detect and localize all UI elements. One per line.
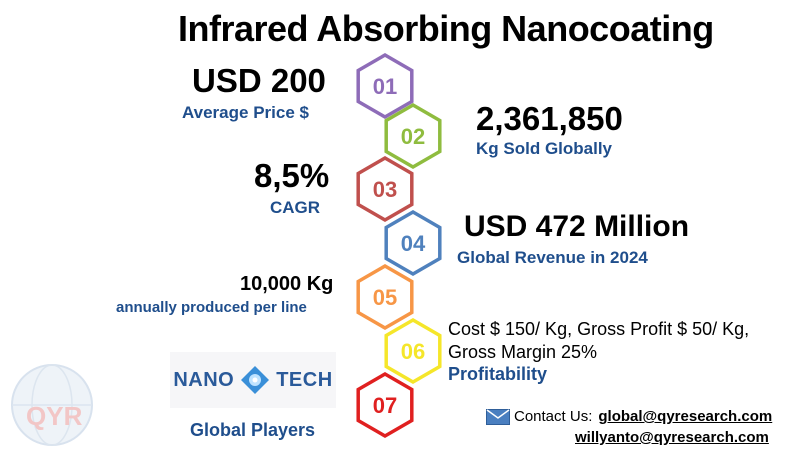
global-revenue-label: Global Revenue in 2024 — [457, 248, 648, 267]
nano-tech-logo-icon — [241, 366, 270, 394]
hexagon-number-07: 07 — [373, 393, 397, 418]
profitability-detail-line2: Gross Margin 25% — [448, 342, 598, 362]
hexagon-number-02: 02 — [401, 124, 425, 149]
kg-sold-label: Kg Sold Globally — [476, 139, 613, 158]
cagr-value: 8,5% — [254, 157, 330, 194]
cagr-label: CAGR — [270, 198, 321, 217]
avg-price-label: Average Price $ — [182, 103, 309, 122]
kg-sold-value: 2,361,850 — [476, 100, 623, 137]
avg-price-value: USD 200 — [192, 62, 326, 99]
watermark-text: QYR — [26, 401, 83, 431]
hexagon-number-04: 04 — [401, 231, 426, 256]
hexagon-number-05: 05 — [373, 285, 397, 310]
contact-email-secondary[interactable]: willyanto@qyresearch.com — [575, 429, 769, 446]
hexagon-03 — [356, 155, 414, 223]
logo-text-right: TECH — [276, 368, 333, 391]
global-players-label: Global Players — [190, 420, 316, 440]
page-title: Infrared Absorbing Nanocoating — [178, 8, 714, 49]
annual-production-value: 10,000 Kg — [240, 273, 334, 295]
hexagon-02 — [384, 102, 442, 170]
envelope-icon — [486, 408, 510, 425]
global-revenue-value: USD 472 Million — [464, 210, 690, 243]
contact-label: Contact Us: — [514, 408, 593, 425]
contact-row: Contact Us: global@qyresearch.com — [486, 408, 772, 425]
profitability-label: Profitability — [448, 364, 548, 384]
hexagon-06 — [384, 317, 442, 385]
profitability-detail-line1: Cost $ 150/ Kg, Gross Profit $ 50/ Kg, — [448, 319, 750, 339]
contact-row-2: willyanto@qyresearch.com — [575, 429, 769, 446]
hexagon-04 — [384, 209, 442, 277]
hexagon-05 — [356, 263, 414, 331]
contact-email-primary[interactable]: global@qyresearch.com — [598, 408, 773, 425]
hexagon-07 — [356, 371, 414, 439]
hexagon-number-03: 03 — [373, 177, 397, 202]
hexagon-number-06: 06 — [401, 339, 425, 364]
qyr-watermark: QYR — [11, 364, 93, 446]
annual-production-label: annually produced per line — [116, 299, 307, 316]
logo-text-left: NANO — [173, 368, 235, 391]
hexagon-number-01: 01 — [373, 74, 397, 99]
nano-tech-logo: NANO TECH — [170, 352, 336, 408]
hexagon-01 — [356, 52, 414, 120]
